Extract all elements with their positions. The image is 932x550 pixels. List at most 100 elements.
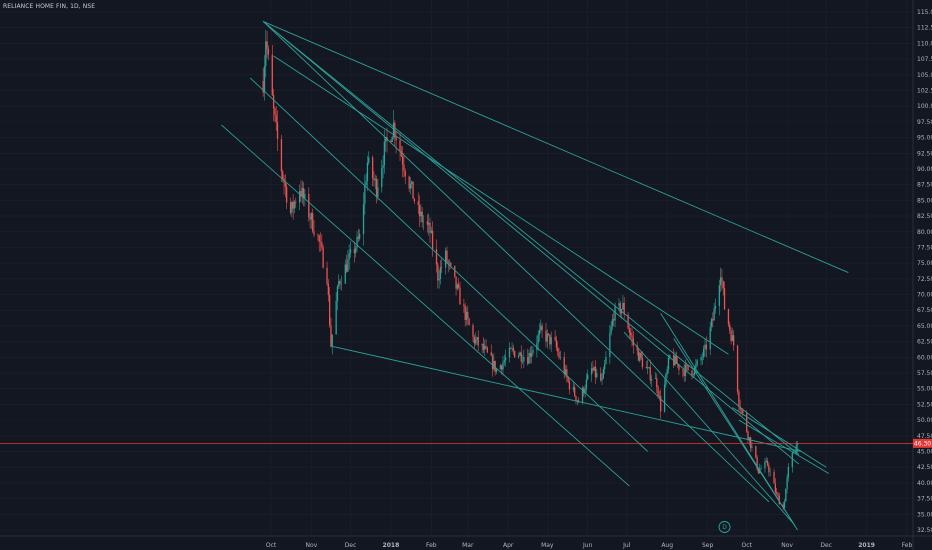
candle: [602, 366, 604, 379]
candle: [282, 169, 284, 183]
candle-body: [383, 141, 386, 166]
candle: [344, 259, 346, 284]
candle: [418, 195, 421, 228]
candle-body: [760, 468, 762, 470]
candle: [375, 175, 378, 204]
candle: [456, 282, 459, 291]
candle-body: [538, 330, 541, 335]
y-tick-label: 42.50: [917, 464, 932, 471]
candle: [345, 255, 348, 274]
candle-body: [654, 378, 657, 379]
x-tick-label: Nov: [306, 542, 318, 549]
candle: [486, 346, 488, 354]
candle-body: [428, 222, 430, 225]
candle-body: [541, 325, 543, 331]
candle: [765, 456, 767, 463]
candle-body: [262, 81, 264, 93]
candle: [482, 337, 485, 354]
candle: [435, 239, 438, 273]
candle-body: [313, 231, 315, 235]
candle-body: [395, 137, 397, 141]
candle-body: [733, 335, 735, 346]
candle-body: [568, 381, 571, 390]
trendline: [732, 407, 827, 468]
candle-body: [353, 249, 356, 254]
candle: [682, 368, 684, 378]
candle: [426, 214, 429, 233]
candle-body: [639, 352, 641, 361]
candle: [563, 352, 565, 379]
candle-body: [328, 295, 331, 326]
candle-body: [276, 122, 279, 140]
candle: [517, 352, 520, 359]
candle-body: [791, 452, 793, 468]
candle: [593, 366, 595, 372]
candle-body: [622, 302, 624, 310]
candle-body: [696, 360, 698, 365]
candle-body: [769, 471, 771, 473]
candle-body: [641, 357, 644, 368]
candle-body: [640, 352, 642, 358]
candle: [499, 363, 502, 370]
candle-body: [785, 488, 787, 502]
candle: [722, 280, 724, 296]
candle-body: [491, 355, 494, 370]
y-tick-label: 47.50: [917, 433, 932, 440]
candle: [723, 281, 726, 310]
candle-body: [399, 140, 401, 152]
candle: [766, 458, 769, 467]
y-tick-label: 82.50: [917, 213, 932, 220]
candle-body: [584, 389, 586, 394]
candle-body: [674, 355, 676, 366]
candle-body: [401, 156, 404, 165]
candle-body: [309, 217, 311, 220]
candle-body: [362, 203, 365, 235]
y-tick-label: 77.50: [917, 244, 932, 251]
candle-body: [317, 234, 319, 236]
candle: [730, 326, 732, 345]
candle: [709, 322, 711, 356]
candle-body: [499, 365, 502, 370]
x-tick-label: Feb: [902, 542, 913, 549]
candle-body: [326, 267, 328, 284]
trendline: [273, 55, 729, 355]
trendline: [221, 124, 630, 487]
candle: [557, 341, 559, 357]
candle-body: [302, 188, 305, 199]
candle-body: [508, 348, 511, 358]
candle-body: [404, 171, 406, 177]
candle: [493, 353, 495, 372]
candle-body: [374, 179, 376, 181]
candle-body: [645, 367, 647, 369]
candle: [576, 399, 578, 406]
candle-body: [519, 352, 521, 356]
candle: [284, 174, 286, 198]
candle: [450, 261, 452, 269]
candle-body: [705, 344, 707, 350]
candle: [494, 360, 496, 376]
candle-body: [400, 151, 402, 157]
y-tick-label: 55.00: [917, 386, 932, 393]
candle-body: [420, 211, 422, 217]
candle-body: [585, 379, 588, 390]
candle-body: [490, 352, 492, 356]
y-tick-label: 35.00: [917, 511, 932, 518]
candle: [495, 367, 498, 375]
candle-body: [783, 501, 786, 508]
candle: [274, 106, 276, 123]
candle-body: [691, 370, 693, 376]
candle-body: [272, 95, 275, 109]
candle-body: [494, 360, 496, 372]
candle: [503, 354, 505, 366]
candle: [736, 344, 739, 395]
candle-body: [528, 352, 530, 364]
candle-body: [686, 364, 688, 366]
candle-body: [521, 361, 524, 362]
candle: [347, 250, 349, 273]
candle-body: [531, 353, 533, 357]
candle: [718, 279, 720, 316]
y-tick-label: 50.00: [917, 417, 932, 424]
candle: [446, 246, 448, 264]
candle-body: [308, 193, 310, 218]
